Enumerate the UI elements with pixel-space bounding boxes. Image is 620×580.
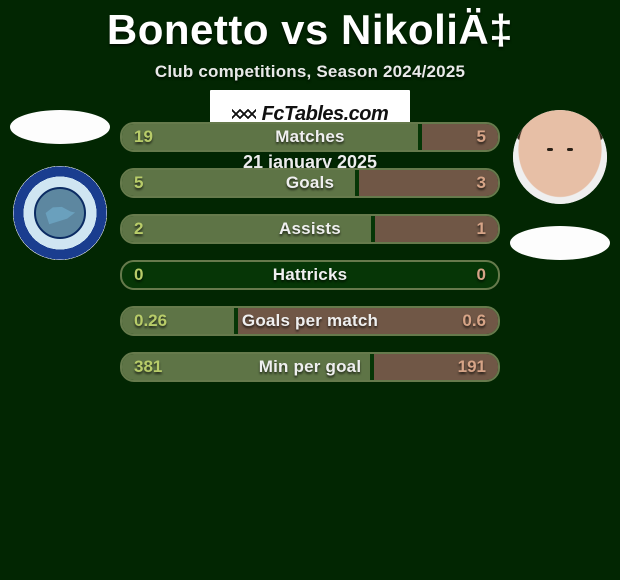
player-portrait-icon (513, 110, 607, 204)
club-emblem-icon (13, 166, 107, 260)
stat-row: Min per goal381 191 (120, 352, 500, 382)
brand-logo-icon (232, 106, 256, 122)
player-right-column (510, 110, 610, 260)
stat-value-right: 1 (477, 216, 486, 242)
player-right-name-blob (510, 226, 610, 260)
stat-value-left: 19 (134, 124, 153, 150)
stat-row: Assists2 1 (120, 214, 500, 244)
stat-label: Hattricks (122, 262, 498, 288)
stat-value-left: 2 (134, 216, 143, 242)
page-subtitle: Club competitions, Season 2024/2025 (0, 62, 620, 82)
stat-value-right: 3 (477, 170, 486, 196)
stat-label: Min per goal (122, 354, 498, 380)
player-left-name-blob (10, 110, 110, 144)
stat-label: Goals (122, 170, 498, 196)
stat-value-right: 0 (477, 262, 486, 288)
stat-value-left: 381 (134, 354, 162, 380)
player-left-avatar (13, 166, 107, 260)
stat-label: Goals per match (122, 308, 498, 334)
stat-value-left: 0.26 (134, 308, 167, 334)
stat-row: Matches19 5 (120, 122, 500, 152)
stat-value-right: 191 (458, 354, 486, 380)
stat-value-right: 5 (477, 124, 486, 150)
stat-bars: Matches195Goals53Assists21Hattricks00Goa… (120, 122, 500, 398)
stat-label: Matches (122, 124, 498, 150)
stat-row: Goals per match0.26 0.6 (120, 306, 500, 336)
stat-value-left: 5 (134, 170, 143, 196)
stat-label: Assists (122, 216, 498, 242)
stat-value-left: 0 (134, 262, 143, 288)
stat-value-right: 0.6 (462, 308, 486, 334)
stat-row: Hattricks0 0 (120, 260, 500, 290)
player-right-avatar (513, 110, 607, 204)
player-left-column (10, 110, 110, 260)
stat-row: Goals5 3 (120, 168, 500, 198)
page-title: Bonetto vs NikoliÄ‡ (0, 0, 620, 54)
